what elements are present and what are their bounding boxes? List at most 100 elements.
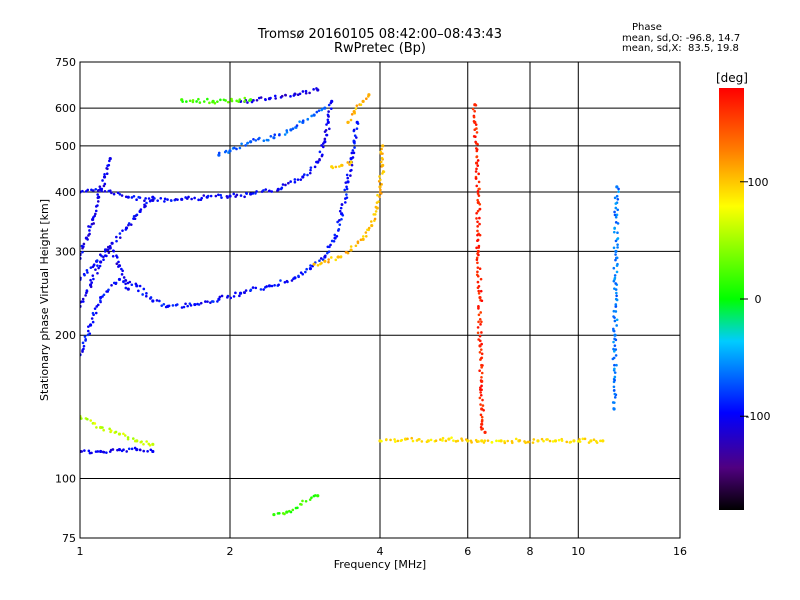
data-point [148,199,152,203]
data-point [88,232,91,236]
data-point [578,437,581,441]
data-point [346,180,350,184]
data-point [612,230,616,234]
data-point [142,449,146,453]
data-point [572,439,576,443]
data-point [426,439,430,443]
data-point [289,128,293,132]
data-point [351,149,355,152]
data-point [531,441,535,444]
data-point [476,198,479,202]
y-tick-label: 400 [55,186,76,199]
data-point [349,174,352,177]
chart-title: Tromsø 20160105 08:42:00–08:43:43 [257,27,503,42]
data-point [473,120,477,124]
data-point [285,279,289,283]
data-point [147,442,151,446]
data-point [255,190,258,193]
data-point [270,284,274,288]
data-point [343,188,347,192]
data-point [112,192,116,196]
data-point [304,499,308,503]
data-point [346,176,350,180]
data-point [117,432,122,436]
data-point [103,250,107,253]
data-point [114,430,118,434]
data-point [273,283,276,287]
data-point [475,256,479,260]
data-point [143,199,146,202]
data-point [316,494,320,498]
data-point [226,196,229,199]
data-point [118,232,122,235]
data-point [318,259,321,263]
data-point [378,175,381,178]
data-point [379,150,383,154]
data-point [333,236,337,240]
data-point [352,128,356,132]
data-point [156,199,159,202]
data-point [82,245,85,248]
data-point [211,99,215,103]
data-point [288,509,291,513]
data-point [91,320,95,324]
data-point [611,401,615,404]
data-point [110,283,113,287]
data-point [305,267,308,271]
data-point [345,173,349,177]
data-point [477,253,480,257]
data-point [340,203,344,206]
data-point [254,139,258,142]
data-point [224,149,228,153]
data-point [299,178,303,181]
data-point [330,99,334,103]
data-point [206,194,210,198]
data-point [226,296,229,299]
data-point [102,175,107,179]
data-point [163,200,166,203]
data-point [130,283,134,287]
x-axis-label: Frequency [MHz] [334,558,426,571]
data-point [615,318,619,322]
data-point [308,171,312,175]
data-point [532,438,536,441]
data-point [483,430,487,434]
data-point [615,270,619,274]
data-point [176,198,179,201]
data-point [477,307,480,310]
data-point [327,260,330,264]
data-point [105,254,108,258]
data-point [141,293,144,296]
data-point [616,237,620,240]
data-point [96,193,99,196]
data-point [238,291,243,295]
data-point [145,292,148,295]
data-point [613,274,617,277]
data-point [441,436,445,440]
data-point [476,249,480,254]
data-point [329,107,333,110]
data-point [94,212,97,216]
data-point [210,300,214,303]
data-point [110,191,113,195]
data-point [262,139,266,143]
data-point [123,434,127,437]
data-point [616,231,619,235]
x-tick-label: 8 [527,545,534,558]
data-point [352,151,356,155]
data-point [518,439,522,442]
y-axis-ticks: 75 100 200 300 400 500 600 750 [55,56,76,545]
data-point [617,190,620,193]
data-point [238,294,241,298]
data-point [90,317,94,320]
data-point [122,432,125,436]
data-point [93,307,97,310]
data-point [197,303,201,306]
data-point [332,239,336,243]
data-point [289,95,292,98]
data-point [160,304,164,307]
data-point [336,255,340,259]
data-point [309,168,312,172]
data-point [476,229,479,233]
data-point [475,184,479,188]
